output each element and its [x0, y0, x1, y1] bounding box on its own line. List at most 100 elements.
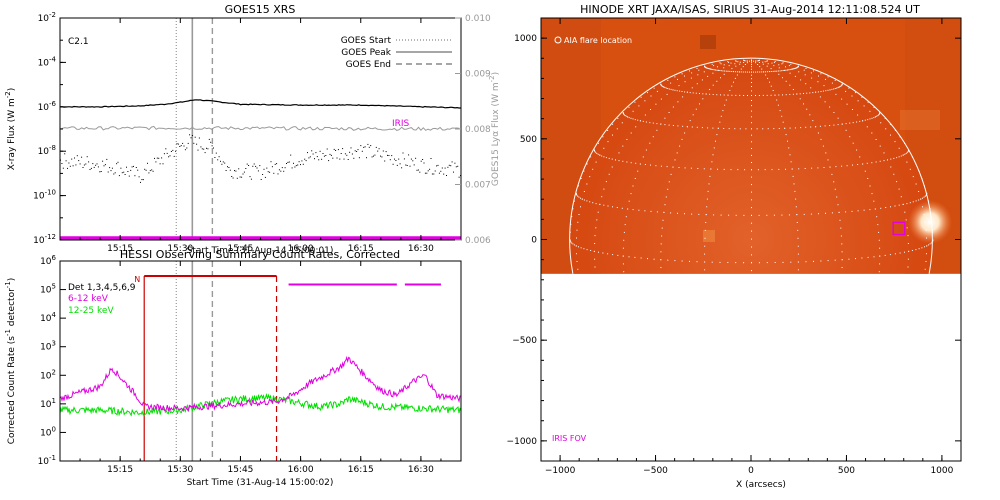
grid-dot: [804, 307, 805, 308]
goes-short-channel-point: [145, 169, 147, 171]
grid-dot: [751, 293, 752, 294]
grid-dot: [861, 96, 863, 98]
goes-short-channel-point: [441, 167, 443, 169]
grid-dot: [820, 380, 821, 381]
goes-short-channel-point: [88, 161, 90, 163]
grid-dot: [697, 413, 698, 414]
grid-dot: [837, 87, 839, 89]
grid-dot: [789, 154, 791, 156]
grid-dot: [841, 346, 842, 347]
grid-dot: [786, 377, 787, 378]
grid-dot: [696, 404, 697, 405]
grid-dot: [690, 77, 692, 79]
grid-dot: [711, 355, 712, 356]
grid-dot: [833, 112, 835, 113]
grid-dot: [632, 185, 634, 187]
goes-short-channel-point: [210, 141, 212, 143]
grid-dot: [728, 214, 730, 216]
grid-dot: [612, 339, 613, 340]
grid-dot: [755, 95, 756, 96]
grid-dot: [672, 125, 674, 126]
grid-dot: [735, 60, 737, 62]
grid-dot: [790, 416, 791, 417]
goes-short-channel-point: [422, 159, 424, 160]
grid-dot: [751, 286, 752, 287]
grid-dot: [661, 393, 662, 394]
goes-short-channel-point: [102, 160, 104, 162]
goes-short-channel-point: [134, 175, 136, 177]
grid-dot: [796, 307, 797, 308]
goes-short-channel-point: [403, 158, 405, 160]
grid-dot: [594, 150, 596, 152]
grid-dot: [708, 329, 709, 330]
grid-dot: [592, 321, 593, 322]
grid-dot: [583, 191, 585, 192]
grid-dot: [728, 61, 730, 63]
grid-dot: [921, 247, 923, 249]
grid-dot: [725, 70, 727, 72]
grid-dot: [751, 315, 752, 316]
grid-dot: [712, 84, 714, 86]
grid-dot: [697, 381, 698, 382]
grid-dot: [804, 168, 806, 169]
grid-dot: [765, 74, 767, 76]
hessi-night-label: N: [134, 275, 140, 284]
goes-short-channel-point: [401, 167, 403, 169]
grid-dot: [710, 349, 711, 350]
grid-dot: [598, 142, 599, 144]
goes-lya-line: [60, 125, 460, 131]
grid-dot: [778, 73, 780, 75]
grid-dot: [624, 224, 626, 226]
grid-dot: [642, 120, 644, 122]
goes-y-tick-label: 10-10: [33, 189, 56, 202]
grid-dot: [815, 91, 817, 93]
grid-dot: [727, 61, 729, 63]
goes-short-channel-point: [259, 165, 261, 167]
grid-dot: [830, 347, 831, 348]
grid-dot: [918, 293, 919, 294]
grid-dot: [838, 312, 839, 313]
grid-dot: [925, 229, 927, 231]
grid-dot: [647, 258, 648, 260]
grid-dot: [857, 164, 859, 165]
goes-short-channel-point: [179, 146, 181, 147]
grid-dot: [825, 396, 826, 397]
grid-dot: [660, 251, 662, 253]
grid-dot: [719, 70, 721, 71]
grid-dot: [749, 71, 750, 73]
grid-dot: [690, 386, 691, 387]
grid-dot: [664, 124, 666, 126]
grid-dot: [712, 69, 714, 71]
grid-dot: [746, 71, 748, 73]
grid-dot: [880, 301, 881, 302]
grid-dot: [798, 348, 799, 349]
grid-dot: [674, 89, 676, 91]
grid-dot: [856, 376, 857, 377]
goes-short-channel-point: [308, 157, 310, 159]
goes-short-channel-point: [69, 165, 71, 167]
goes-short-channel-point: [114, 172, 116, 174]
goes-short-channel-point: [385, 151, 387, 153]
goes-short-channel-point: [239, 176, 241, 178]
grid-dot: [721, 392, 722, 393]
grid-dot: [797, 292, 798, 293]
grid-dot: [769, 414, 770, 415]
goes-short-channel-point: [294, 166, 296, 168]
grid-dot: [864, 119, 866, 121]
goes-short-channel-point: [384, 160, 386, 162]
grid-dot: [625, 216, 627, 218]
goes-short-channel-point: [309, 156, 311, 158]
grid-dot: [835, 166, 837, 168]
goes-short-channel-point: [99, 171, 101, 173]
map-flare-legend: AIA flare location: [554, 36, 632, 45]
grid-dot: [758, 62, 760, 63]
grid-dot: [751, 404, 752, 405]
grid-dot: [878, 239, 880, 241]
grid-dot: [739, 419, 740, 420]
grid-dot: [751, 343, 752, 344]
grid-dot: [634, 101, 636, 103]
grid-dot: [793, 183, 795, 185]
grid-dot: [907, 266, 909, 268]
grid-dot: [681, 73, 683, 75]
